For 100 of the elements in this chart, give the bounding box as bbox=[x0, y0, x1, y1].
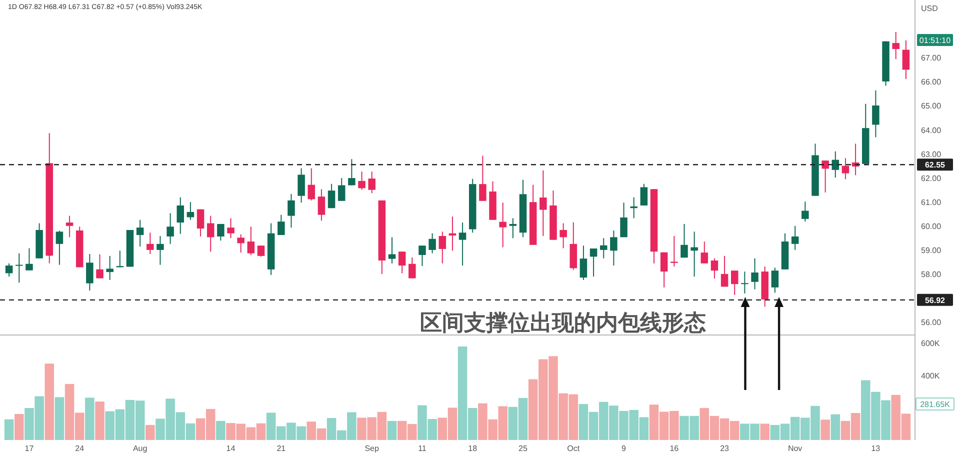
y-tick-label: 65.00 bbox=[921, 102, 942, 111]
candlestick bbox=[237, 234, 244, 254]
candlestick bbox=[206, 215, 214, 252]
x-tick-label: 18 bbox=[468, 444, 478, 453]
candlestick bbox=[822, 160, 829, 193]
candlestick bbox=[196, 208, 204, 237]
candlestick bbox=[257, 245, 265, 258]
x-tick-label: 11 bbox=[418, 444, 427, 453]
bar bbox=[760, 424, 770, 440]
candlestick bbox=[730, 270, 738, 296]
y-tick-label: 600K bbox=[921, 339, 940, 348]
bar bbox=[820, 420, 830, 440]
candlestick bbox=[791, 225, 799, 250]
candlestick bbox=[166, 212, 174, 244]
candlestick bbox=[408, 256, 416, 279]
bar bbox=[85, 398, 94, 440]
candlestick bbox=[560, 222, 567, 249]
bar bbox=[44, 364, 54, 440]
y-tick-label: 66.00 bbox=[921, 78, 942, 87]
candlestick bbox=[751, 258, 758, 290]
bar bbox=[95, 402, 104, 440]
candlestick bbox=[398, 251, 406, 274]
candlestick bbox=[26, 248, 33, 271]
candlestick bbox=[670, 235, 678, 268]
candlestick bbox=[86, 254, 94, 292]
candlestick bbox=[96, 254, 104, 279]
candlestick bbox=[227, 218, 234, 239]
candlestick bbox=[710, 258, 718, 280]
candlestick bbox=[428, 232, 436, 254]
y-tick-label: 67.00 bbox=[921, 54, 942, 63]
candlestick bbox=[892, 31, 900, 60]
candlestick bbox=[298, 168, 305, 204]
y-tick-label: 58.00 bbox=[921, 270, 942, 279]
candlestick bbox=[680, 223, 688, 258]
x-tick-label: Nov bbox=[788, 444, 802, 453]
candlestick bbox=[288, 193, 295, 228]
candlestick bbox=[902, 40, 910, 80]
y-tick-label: 60.00 bbox=[921, 222, 942, 231]
candlestick bbox=[509, 218, 517, 239]
candlestick bbox=[600, 238, 608, 259]
candlestick bbox=[640, 183, 648, 206]
candlestick bbox=[328, 183, 336, 209]
candlestick bbox=[720, 255, 728, 288]
x-tick-label: 13 bbox=[871, 444, 881, 453]
candlestick bbox=[458, 222, 466, 266]
candlestick bbox=[247, 226, 255, 256]
bar bbox=[830, 414, 840, 440]
text: 01:51:10 bbox=[919, 36, 952, 45]
annotation: 区间支撑位出现的内包线形态 bbox=[420, 310, 706, 335]
bar bbox=[14, 414, 24, 440]
text: 281.65K bbox=[920, 400, 951, 409]
candlestick bbox=[308, 168, 316, 201]
candlestick bbox=[5, 262, 13, 278]
bar bbox=[146, 424, 155, 440]
y-tick-label: 64.00 bbox=[921, 126, 942, 135]
y-tick-label: 63.00 bbox=[921, 150, 942, 159]
candlestick bbox=[479, 155, 486, 202]
candlestick bbox=[388, 236, 396, 264]
x-tick-label: 24 bbox=[75, 444, 85, 453]
candlestick bbox=[580, 245, 588, 280]
candlestick bbox=[438, 231, 446, 264]
candlestick bbox=[590, 248, 598, 278]
candlestick bbox=[620, 202, 628, 238]
ref-line-label: 62.55 bbox=[924, 160, 946, 170]
candlestick bbox=[176, 196, 184, 234]
candlestick bbox=[186, 202, 194, 220]
x-tick-label: 16 bbox=[670, 444, 680, 453]
candlestick bbox=[217, 223, 224, 242]
y-tick-label: 59.00 bbox=[921, 246, 942, 255]
candlestick bbox=[278, 214, 285, 236]
x-tick-label: Oct bbox=[567, 444, 580, 453]
bar bbox=[387, 420, 397, 440]
x-tick-label: 17 bbox=[24, 444, 34, 453]
candlestick bbox=[741, 271, 748, 294]
candlestick bbox=[610, 230, 618, 266]
candlestick bbox=[872, 90, 880, 138]
candlestick bbox=[318, 188, 326, 222]
candlestick bbox=[802, 201, 809, 222]
bar bbox=[216, 420, 226, 440]
y-tick-label: 61.00 bbox=[921, 198, 942, 207]
candlestick bbox=[106, 255, 114, 280]
candlestick bbox=[690, 231, 698, 278]
x-tick-label: 25 bbox=[518, 444, 528, 453]
x-tick-label: Sep bbox=[364, 444, 380, 453]
text: USD bbox=[921, 4, 938, 13]
y-tick-label: 62.00 bbox=[921, 174, 942, 183]
candlestick bbox=[832, 150, 840, 178]
y-tick-label: 400K bbox=[921, 371, 940, 380]
candlestick bbox=[66, 215, 74, 238]
candlestick bbox=[842, 158, 850, 180]
candlestick bbox=[56, 230, 64, 266]
x-tick-label: 14 bbox=[226, 444, 236, 453]
candlestick bbox=[348, 158, 356, 186]
candlestick bbox=[338, 178, 346, 202]
candlestick bbox=[368, 171, 376, 194]
candlestick bbox=[660, 252, 668, 288]
x-tick-label: 21 bbox=[276, 444, 286, 453]
candlestick bbox=[156, 235, 164, 266]
bar bbox=[4, 419, 14, 440]
x-tick-label: Aug bbox=[132, 444, 148, 453]
